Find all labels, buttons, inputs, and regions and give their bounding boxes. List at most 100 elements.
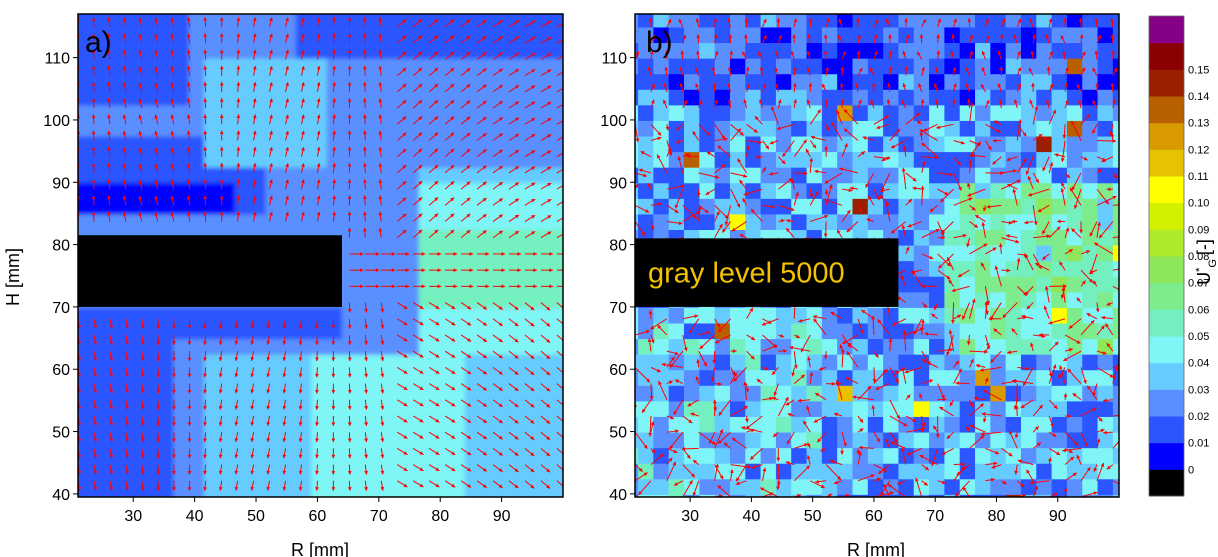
- heatmap-cell: [572, 136, 588, 153]
- heatmap-cell: [157, 447, 175, 464]
- heatmap-cell: [388, 197, 405, 215]
- vector-arrowhead: [649, 50, 654, 55]
- heatmap-cell: [745, 369, 762, 386]
- heatmap-cell: [1128, 416, 1144, 433]
- heatmap-cell: [684, 42, 701, 59]
- heatmap-cell: [635, 384, 640, 402]
- heatmap-cell: [111, 400, 129, 417]
- vector-arrowhead: [731, 371, 736, 376]
- heatmap-cell: [1082, 322, 1099, 340]
- heatmap-cell: [480, 119, 497, 137]
- vector-arrowhead: [154, 49, 159, 54]
- vector-arrowhead: [485, 252, 490, 256]
- vector-arrowhead: [187, 373, 192, 378]
- vector-arrowhead: [364, 470, 368, 475]
- heatmap-cell: [745, 182, 762, 199]
- heatmap-cell: [556, 431, 563, 449]
- vector-arrowhead: [378, 49, 383, 54]
- heatmap-cell: [372, 400, 390, 417]
- heatmap-cell: [142, 462, 159, 480]
- heatmap-cell: [975, 291, 992, 308]
- vector-arrowhead: [156, 470, 161, 475]
- vector-arrowhead: [791, 179, 795, 184]
- heatmap-cell: [403, 415, 420, 433]
- heatmap-cell: [311, 431, 328, 449]
- vector-arrow: [525, 5, 535, 11]
- heatmap-cell: [142, 119, 159, 137]
- vector-arrowhead: [885, 18, 890, 23]
- heatmap-cell: [775, 447, 793, 464]
- heatmap-cell: [791, 26, 808, 44]
- vector-arrowhead: [744, 18, 749, 22]
- heatmap-cell: [234, 415, 251, 433]
- vector-arrowhead: [896, 481, 901, 485]
- vector-arrowhead: [469, 252, 474, 256]
- vector-arrowhead: [301, 146, 305, 151]
- heatmap-cell: [418, 42, 436, 59]
- heatmap-cell: [913, 291, 931, 308]
- vector-arrowhead: [172, 325, 176, 329]
- heatmap-cell: [990, 42, 1007, 59]
- heatmap-cell: [434, 447, 451, 464]
- vector-arrow: [556, 233, 563, 239]
- vector-arrowhead: [450, 181, 455, 186]
- vector-arrowhead: [282, 341, 287, 345]
- vector-arrowhead: [186, 33, 191, 38]
- vector-arrowhead: [806, 405, 810, 410]
- vector-arrowhead: [391, 252, 396, 256]
- heatmap-cell: [653, 197, 670, 215]
- vector-arrowhead: [530, 436, 535, 440]
- vector-arrowhead: [515, 52, 519, 57]
- vector-arrowhead: [648, 18, 653, 22]
- heatmap-cell: [775, 431, 793, 449]
- heatmap-cell: [541, 42, 558, 59]
- heatmap-cell: [403, 88, 420, 106]
- heatmap-cell: [403, 26, 420, 44]
- heatmap-cell: [127, 0, 143, 12]
- heatmap-cell: [745, 42, 762, 59]
- heatmap-cell: [556, 104, 563, 121]
- vector-arrowhead: [729, 469, 734, 474]
- heatmap-cell: [526, 213, 543, 231]
- heatmap-cell: [173, 400, 190, 417]
- heatmap-cell: [898, 322, 915, 340]
- heatmap-cell: [203, 119, 221, 137]
- heatmap-cell: [203, 493, 221, 497]
- vector-arrowhead: [301, 179, 305, 184]
- vector-arrowhead: [125, 324, 129, 329]
- heatmap-cell: [1112, 73, 1119, 90]
- heatmap-cell: [173, 493, 190, 497]
- heatmap-cell: [1066, 400, 1084, 417]
- vector-arrowhead: [203, 162, 208, 167]
- vector-arrowhead: [856, 450, 861, 455]
- vector-arrowhead: [674, 204, 679, 209]
- heatmap-cell: [975, 415, 992, 433]
- vector-arrowhead: [435, 370, 440, 374]
- vector-arrowhead: [721, 164, 726, 169]
- heatmap-cell: [1020, 88, 1038, 106]
- heatmap-cell: [78, 135, 83, 153]
- vector-arrowhead: [109, 405, 114, 410]
- heatmap-cell: [388, 57, 405, 75]
- heatmap-cell: [898, 135, 915, 153]
- vector-arrowhead: [514, 484, 519, 489]
- vector-arrowhead: [187, 487, 192, 491]
- vector-arrowhead: [739, 179, 744, 184]
- heatmap-cell: [480, 478, 497, 495]
- heatmap-cell: [653, 14, 670, 28]
- heatmap-cell: [1020, 384, 1038, 402]
- heatmap-cell: [775, 213, 793, 231]
- vector-arrowhead: [218, 454, 223, 459]
- vector-arrowhead: [788, 178, 793, 182]
- heatmap-cell: [699, 400, 716, 417]
- heatmap-cell: [944, 135, 961, 153]
- vector-arrowhead: [186, 195, 191, 200]
- heatmap-cell: [188, 338, 205, 355]
- vector-arrowhead: [906, 394, 911, 399]
- panel-a-label: a): [85, 26, 112, 59]
- vector-arrowhead: [824, 145, 829, 150]
- heatmap-cell: [975, 447, 992, 464]
- y-tick-label: 40: [52, 487, 70, 504]
- heatmap-cell: [729, 447, 747, 464]
- heatmap-cell: [760, 415, 777, 433]
